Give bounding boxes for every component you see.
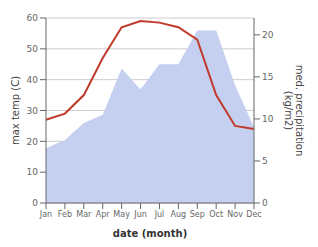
svg-text:Jun: Jun	[133, 210, 147, 219]
svg-text:15: 15	[262, 72, 273, 82]
svg-text:Jan: Jan	[39, 210, 52, 219]
svg-text:Aug: Aug	[171, 210, 187, 219]
svg-text:May: May	[113, 210, 130, 219]
svg-text:5: 5	[262, 156, 268, 166]
svg-text:max temp (C): max temp (C)	[10, 76, 21, 145]
svg-text:40: 40	[27, 75, 39, 85]
svg-text:50: 50	[27, 44, 39, 54]
svg-text:60: 60	[27, 13, 39, 23]
svg-text:Dec: Dec	[246, 210, 261, 219]
svg-text:0: 0	[32, 198, 38, 208]
svg-text:20: 20	[262, 30, 274, 40]
svg-text:Oct: Oct	[209, 210, 223, 219]
svg-text:date (month): date (month)	[113, 228, 187, 239]
svg-text:(kg/m2): (kg/m2)	[283, 91, 294, 131]
svg-text:Apr: Apr	[96, 210, 111, 219]
svg-text:Mar: Mar	[76, 210, 92, 219]
svg-text:Feb: Feb	[58, 210, 72, 219]
svg-text:Sep: Sep	[190, 210, 205, 219]
svg-text:Nov: Nov	[227, 210, 243, 219]
svg-text:0: 0	[262, 198, 268, 208]
svg-text:Jul: Jul	[154, 210, 165, 219]
svg-text:10: 10	[262, 114, 274, 124]
svg-text:10: 10	[27, 167, 39, 177]
svg-text:30: 30	[27, 106, 39, 116]
svg-text:20: 20	[27, 137, 39, 147]
svg-text:med. precipitation: med. precipitation	[294, 65, 305, 157]
